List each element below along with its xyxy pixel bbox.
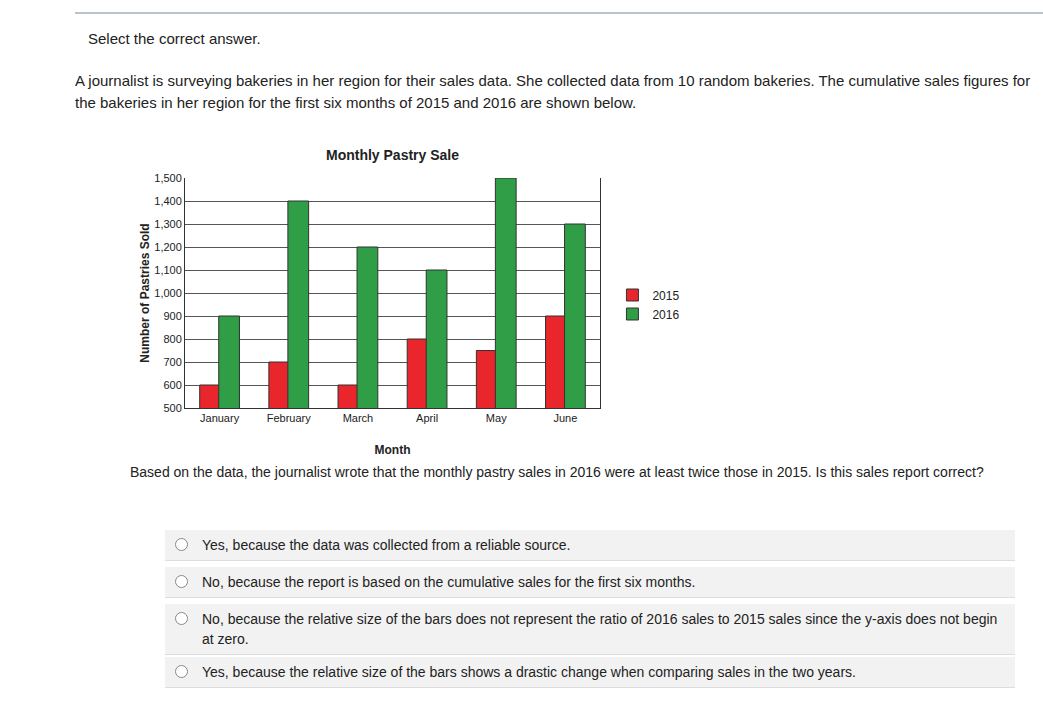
svg-text:May: May (486, 412, 507, 424)
svg-text:Monthly Pastry Sale: Monthly Pastry Sale (326, 147, 459, 163)
html-text:A journalist is surveying bake: A journalist is surveying bakeries in he… (75, 72, 1031, 111)
html-text:Yes, because the data was coll: Yes, because the data was collected from… (202, 537, 571, 553)
svg-text:700: 700 (163, 356, 181, 368)
svg-text:1,100: 1,100 (154, 264, 182, 276)
svg-text:1,400: 1,400 (154, 195, 182, 207)
svg-text:1,000: 1,000 (154, 287, 182, 299)
svg-text:800: 800 (163, 333, 181, 345)
svg-text:2015: 2015 (652, 289, 679, 303)
svg-text:1,300: 1,300 (154, 218, 182, 230)
svg-text:January: January (200, 412, 240, 424)
html-text:Select the correct answer.: Select the correct answer. (88, 30, 261, 47)
html-text:Based on the data, the journal: Based on the data, the journalist wrote … (130, 464, 984, 480)
svg-text:900: 900 (163, 310, 181, 322)
svg-text:Number of Pastries Sold: Number of Pastries Sold (138, 223, 152, 362)
svg-text:600: 600 (163, 379, 181, 391)
svg-text:1,200: 1,200 (154, 241, 182, 253)
html-text:No, because the relative size: No, because the relative size of the bar… (202, 611, 998, 647)
svg-text:June: June (553, 412, 577, 424)
html-text:Yes, because the relative size: Yes, because the relative size of the ba… (202, 664, 856, 680)
svg-text:March: March (343, 412, 374, 424)
svg-text:February: February (267, 412, 312, 424)
svg-text:1,500: 1,500 (154, 172, 182, 184)
svg-text:500: 500 (163, 402, 181, 414)
svg-text:April: April (416, 412, 438, 424)
svg-text:Month: Month (375, 443, 411, 457)
html-text:No, because the report is base: No, because the report is based on the c… (202, 574, 696, 590)
svg-text:2016: 2016 (652, 308, 679, 322)
